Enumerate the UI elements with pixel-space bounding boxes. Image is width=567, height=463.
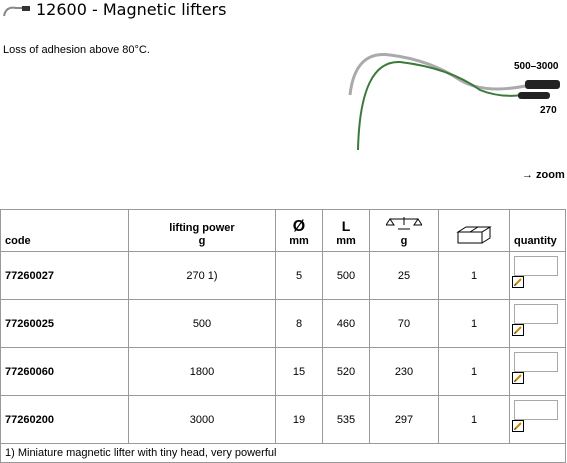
table-cell: 8 <box>275 299 323 348</box>
header-text: code <box>5 235 31 247</box>
edit-icon[interactable] <box>512 276 524 288</box>
header-text: g <box>198 235 206 247</box>
product-code: 77260200 <box>0 395 129 444</box>
table-row: 77260027 270 1) 5 500 25 1 <box>0 251 566 300</box>
product-code: 77260060 <box>0 347 129 396</box>
edit-icon[interactable] <box>512 420 524 432</box>
table-cell: 5 <box>275 251 323 300</box>
product-image: 500–3000 270 <box>348 53 560 151</box>
zoom-link[interactable]: → zoom <box>522 169 565 181</box>
header-cell: code <box>0 209 129 252</box>
image-label: 500–3000 <box>514 61 559 72</box>
table-cell: 3000 <box>128 395 276 444</box>
header-text: g <box>400 235 408 247</box>
quantity-input[interactable] <box>514 400 558 420</box>
page-title: 12600 - Magnetic lifters <box>36 0 227 19</box>
edit-icon[interactable] <box>512 324 524 336</box>
table-cell: 270 1) <box>128 251 276 300</box>
table-cell: 230 <box>369 347 439 396</box>
table-cell: 1 <box>438 299 510 348</box>
table-cell: 19 <box>275 395 323 444</box>
quantity-cell <box>509 299 566 348</box>
table-cell: 535 <box>322 395 370 444</box>
image-label: 270 <box>540 105 557 116</box>
table-cell: 1 <box>438 347 510 396</box>
quantity-cell <box>509 251 566 300</box>
quantity-input[interactable] <box>514 256 558 276</box>
table-cell: 297 <box>369 395 439 444</box>
header-text: quantity <box>514 235 557 247</box>
box-icon <box>456 226 492 244</box>
edit-icon[interactable] <box>512 372 524 384</box>
header-text: lifting power <box>169 222 235 234</box>
table-cell: 500 <box>322 251 370 300</box>
header-text: mm <box>289 235 309 247</box>
table-row: 77260200 3000 19 535 297 1 <box>0 395 566 444</box>
header-cell: lifting power g <box>128 209 276 252</box>
header-cell <box>438 209 510 252</box>
quantity-input[interactable] <box>514 352 558 372</box>
table-row: 77260060 1800 15 520 230 1 <box>0 347 566 396</box>
table-cell: 15 <box>275 347 323 396</box>
table-cell: 460 <box>322 299 370 348</box>
table-row: 77260025 500 8 460 70 1 <box>0 299 566 348</box>
intro-text: Loss of adhesion above 80°C. <box>3 44 150 56</box>
header-text: Ø <box>292 218 306 235</box>
product-code: 77260027 <box>0 251 129 300</box>
header-text: mm <box>336 235 356 247</box>
header-cell: quantity <box>509 209 566 252</box>
quantity-cell <box>509 395 566 444</box>
table-cell: 520 <box>322 347 370 396</box>
table-cell: 1 <box>438 395 510 444</box>
header-text: L <box>341 218 351 234</box>
footnote: 1) Miniature magnetic lifter with tiny h… <box>0 443 566 463</box>
table-cell: 25 <box>369 251 439 300</box>
header-cell: g <box>369 209 439 252</box>
quantity-input[interactable] <box>514 304 558 324</box>
scale-icon <box>385 217 423 230</box>
table-cell: 1800 <box>128 347 276 396</box>
product-code: 77260025 <box>0 299 129 348</box>
title-icon <box>3 6 30 17</box>
table-cell: 1 <box>438 251 510 300</box>
table-cell: 70 <box>369 299 439 348</box>
table-cell: 500 <box>128 299 276 348</box>
quantity-cell <box>509 347 566 396</box>
